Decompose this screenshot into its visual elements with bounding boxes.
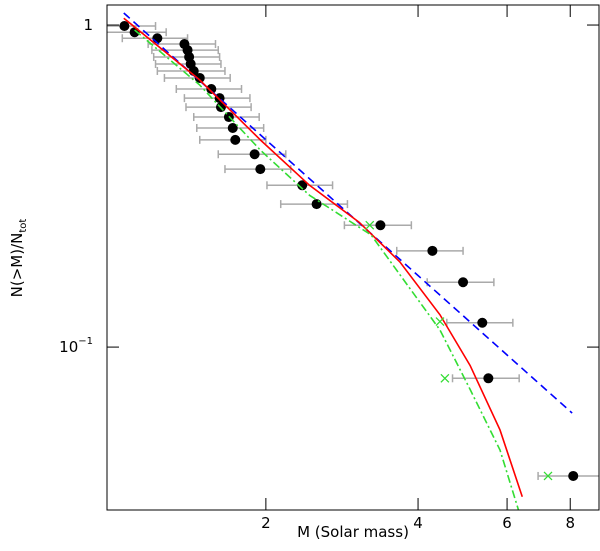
data-point [568, 470, 579, 481]
x-tick-label: 4 [413, 514, 423, 532]
x-tick-label: 8 [565, 514, 575, 532]
data-point [365, 220, 375, 230]
x-tick-label: 2 [261, 514, 271, 532]
data-point [255, 164, 266, 175]
curve [123, 17, 524, 498]
data-point [427, 245, 438, 256]
data-point [375, 220, 386, 231]
y-axis-label: N(>M)/Ntot [8, 219, 29, 298]
data-point [230, 134, 241, 145]
data-point [227, 122, 238, 133]
data-point [543, 471, 553, 481]
data-point [297, 180, 308, 191]
plot-area [107, 12, 599, 510]
y-tick-label: 10−1 [59, 336, 93, 356]
data-point [458, 277, 469, 288]
data-point [119, 21, 130, 32]
data-point [194, 72, 205, 83]
data-point [435, 317, 445, 327]
data-point [440, 373, 450, 383]
curve [134, 29, 520, 510]
x-axis-label: M (Solar mass) [297, 523, 409, 541]
data-point [311, 199, 322, 210]
data-point [249, 149, 260, 160]
data-point [477, 317, 488, 328]
y-tick-label: 1 [83, 16, 93, 34]
plot-frame [106, 4, 600, 511]
data-point [206, 83, 217, 94]
data-point [483, 373, 494, 384]
x-tick-label: 6 [502, 514, 512, 532]
